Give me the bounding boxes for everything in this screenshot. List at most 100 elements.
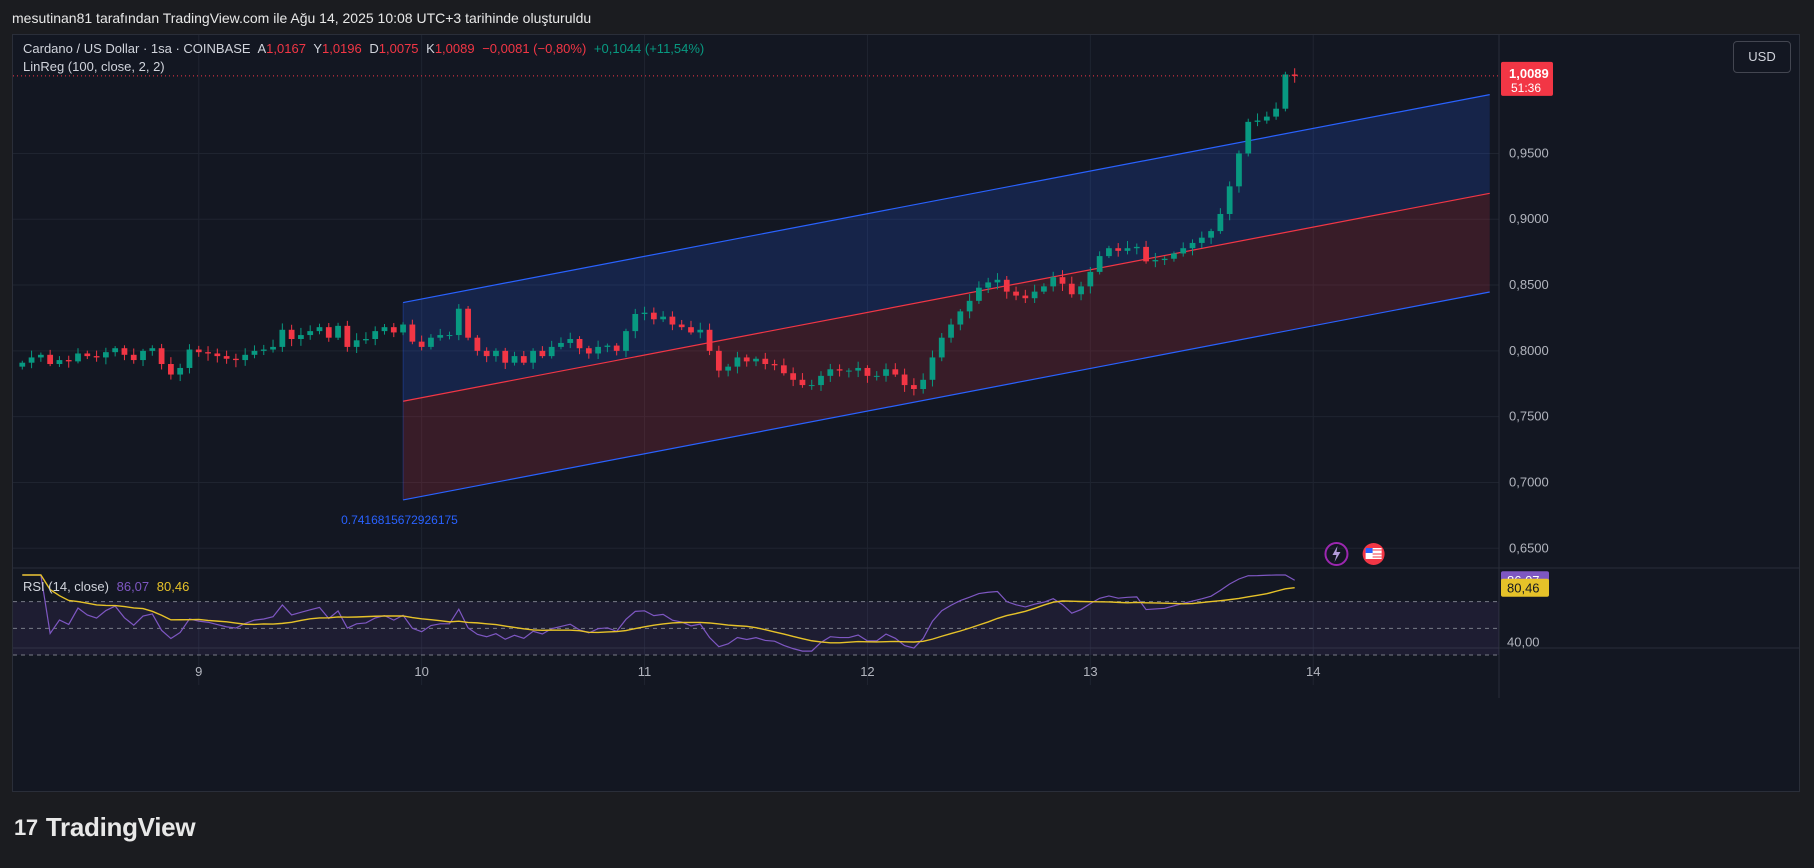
high-label: Y — [313, 41, 322, 56]
candle — [678, 324, 685, 328]
candle — [511, 356, 518, 363]
candle — [177, 367, 184, 375]
candle — [715, 350, 722, 371]
channel-upper-fill — [403, 94, 1490, 402]
candle — [400, 324, 406, 333]
candle — [325, 327, 332, 338]
candle — [706, 329, 713, 351]
candle — [214, 353, 221, 357]
candle — [84, 353, 91, 357]
open-value: 1,0167 — [266, 41, 306, 56]
candle — [149, 348, 156, 351]
candle — [1217, 213, 1224, 232]
candle — [37, 354, 44, 358]
candle — [632, 314, 639, 332]
candle — [836, 369, 843, 371]
tradingview-brand[interactable]: 17 TradingView — [14, 812, 196, 843]
time-tick-label: 13 — [1083, 664, 1097, 679]
high-value: 1,0196 — [321, 41, 362, 56]
time-tick-label: 14 — [1306, 664, 1320, 679]
candle — [1050, 277, 1057, 287]
tradingview-logo-icon: 17 — [14, 814, 38, 840]
rsi-label[interactable]: RSI (14, close) — [23, 579, 109, 594]
candle — [47, 354, 54, 365]
candle — [483, 350, 490, 357]
candle — [1031, 291, 1038, 299]
candle — [641, 312, 648, 315]
candle — [567, 339, 574, 343]
price-tick-label: 0,7500 — [1509, 409, 1549, 424]
candle — [1106, 248, 1112, 257]
symbol-legend: Cardano / US Dollar · 1sa · COINBASE A1,… — [23, 41, 708, 56]
candle — [892, 369, 899, 375]
candle — [1096, 256, 1103, 272]
rsi-legend[interactable]: RSI (14, close) 86,07 80,46 — [23, 579, 193, 594]
candle — [279, 329, 286, 347]
time-tick-label: 12 — [860, 664, 874, 679]
price-tick-label: 0,7000 — [1509, 474, 1549, 489]
candle — [762, 358, 769, 365]
candle — [604, 345, 611, 347]
price-tick-label: 0,8000 — [1509, 343, 1549, 358]
candle — [1263, 116, 1270, 121]
candle — [19, 362, 26, 367]
period-change-value: +0,1044 (+11,54%) — [593, 41, 705, 56]
candle — [428, 337, 434, 347]
candle — [576, 339, 583, 349]
rsi-ma-line — [22, 574, 1295, 644]
candle — [1198, 237, 1205, 243]
candle — [938, 337, 945, 358]
candle — [493, 350, 499, 357]
candle — [1245, 121, 1252, 154]
candle — [418, 341, 425, 347]
candle — [1143, 246, 1149, 262]
indicator-legend[interactable]: LinReg (100, close, 2, 2) — [23, 59, 169, 74]
candle — [251, 350, 258, 355]
candle — [335, 325, 341, 338]
candle — [1022, 295, 1029, 299]
candle — [966, 300, 973, 312]
linreg-label[interactable]: LinReg (100, close, 2, 2) — [23, 59, 165, 74]
candle — [1208, 231, 1214, 238]
candle — [1041, 286, 1047, 292]
candle — [585, 348, 592, 354]
candle — [688, 327, 694, 333]
last-price-label: 1,0089 — [1509, 66, 1549, 81]
price-chart[interactable]: 0.7416815672926175 0,9500 0,9000 0,8500 0,80… — [13, 35, 1799, 791]
candle — [911, 385, 917, 390]
open-label: A — [257, 41, 267, 56]
candle — [307, 331, 314, 336]
time-tick-label: 9 — [195, 664, 202, 679]
candle — [595, 346, 601, 354]
candle — [734, 357, 741, 367]
candle — [985, 282, 992, 288]
rsi-ma-value: 80,46 — [156, 579, 190, 594]
last-price-badge — [1501, 61, 1553, 96]
candle — [669, 316, 676, 325]
candle — [186, 349, 193, 368]
candle — [1078, 286, 1084, 295]
candle — [827, 369, 834, 376]
candle — [799, 379, 806, 386]
price-tick-label: 0,8500 — [1509, 277, 1549, 292]
candle — [502, 350, 509, 363]
channel-annotation: 0.7416815672926175 — [341, 513, 458, 527]
candle — [93, 356, 100, 358]
candle — [1236, 153, 1242, 187]
candle — [465, 308, 471, 338]
time-tick-label: 11 — [638, 664, 652, 679]
candle — [353, 340, 360, 347]
candle — [56, 360, 63, 365]
candle — [780, 365, 787, 374]
symbol-name[interactable]: Cardano / US Dollar · 1sa · COINBASE — [23, 41, 251, 56]
currency-button[interactable]: USD — [1733, 41, 1791, 73]
candle — [223, 356, 230, 359]
rsi-axis-ma: 80,46 — [1507, 581, 1540, 596]
candle — [901, 374, 908, 386]
chart-panel[interactable]: 0.7416815672926175 0,9500 0,9000 0,8500 0,80… — [12, 34, 1800, 792]
rsi-value: 86,07 — [116, 579, 150, 594]
candle — [725, 366, 732, 371]
price-tick-label: 0,6500 — [1509, 540, 1549, 555]
price-tick-label: 0,9500 — [1509, 145, 1549, 160]
candle — [363, 339, 369, 341]
